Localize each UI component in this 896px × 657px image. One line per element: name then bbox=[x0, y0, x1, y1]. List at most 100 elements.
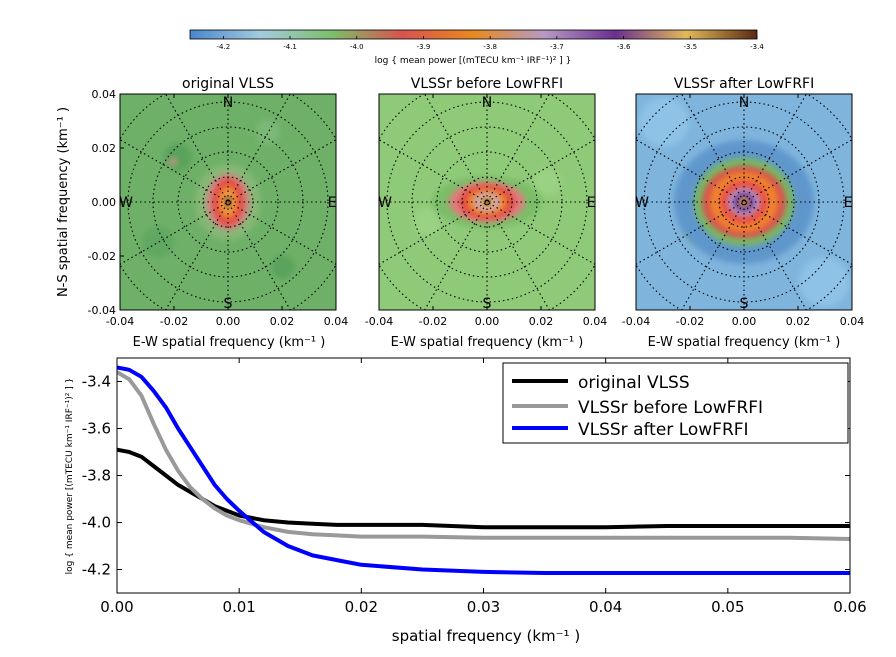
y-tick-label: 0.02 bbox=[92, 142, 117, 155]
heatmap-patch bbox=[799, 257, 849, 307]
compass-label-w: W bbox=[378, 195, 392, 211]
x-tick-label: 0.00 bbox=[216, 315, 241, 328]
heatmap-original-vlss: original VLSS N-S spatial frequency (km⁻… bbox=[56, 76, 348, 350]
x-tick-label: 0.00 bbox=[475, 315, 500, 328]
legend-label-original: original VLSS bbox=[578, 373, 690, 393]
y-tick-label: -0.02 bbox=[88, 250, 116, 263]
x-tick-label: -0.04 bbox=[106, 315, 134, 328]
heatmap-vlssr-before-lowfrfi: VLSSr before LowFRFI E-W spatial frequen… bbox=[365, 76, 608, 350]
x-tick-label: 0.03 bbox=[467, 598, 500, 616]
polar-grid-spoke bbox=[424, 94, 550, 310]
polar-grid-spoke bbox=[424, 94, 550, 310]
colorbar-tick-label: -3.7 bbox=[550, 43, 564, 51]
x-axis-label: spatial frequency (km⁻¹ ) bbox=[392, 627, 580, 645]
line-chart: log { mean power [(mTECU km⁻¹ IRF⁻¹)² ] … bbox=[65, 357, 867, 645]
compass-label-n: N bbox=[223, 95, 233, 111]
panel-title: original VLSS bbox=[182, 76, 274, 92]
heatmap-patch bbox=[142, 226, 174, 258]
heatmap-patch bbox=[168, 157, 178, 167]
polar-grid-spoke bbox=[120, 139, 336, 265]
x-tick-label: 0.01 bbox=[222, 598, 255, 616]
colorbar-ticks: -4.2 -4.1 -4.0 -3.9 -3.8 -3.7 -3.6 -3.5 -3.4 bbox=[217, 36, 764, 51]
x-axis-label: E-W spatial frequency (km⁻¹ ) bbox=[648, 335, 841, 350]
colorbar-tick-label: -4.0 bbox=[350, 43, 364, 51]
polar-grid-circle bbox=[127, 101, 329, 303]
x-tick-label: -0.04 bbox=[622, 315, 650, 328]
x-tick-label: 0.04 bbox=[840, 315, 865, 328]
y-axis-label: log { mean power [(mTECU km⁻¹ IRF⁻¹)² ] … bbox=[65, 378, 75, 575]
heatmap-patch bbox=[533, 168, 561, 196]
x-tick-label: -0.02 bbox=[419, 315, 447, 328]
y-tick-label: 0.04 bbox=[92, 88, 117, 101]
polar-grid-spoke bbox=[379, 139, 595, 265]
colorbar-bar bbox=[189, 29, 758, 40]
polar-grid-spoke bbox=[636, 139, 852, 265]
heatmap-image: N E S W bbox=[378, 94, 596, 312]
compass-label-s: S bbox=[483, 296, 492, 312]
colorbar-tick-label: -3.6 bbox=[617, 43, 631, 51]
heatmap-patch bbox=[639, 97, 689, 147]
polar-grid-circle bbox=[177, 151, 279, 253]
polar-grid-circle bbox=[386, 101, 588, 303]
compass-label-s: S bbox=[224, 296, 233, 312]
compass-label-n: N bbox=[739, 95, 749, 111]
polar-grid-spoke bbox=[636, 139, 852, 265]
polar-grid-spoke bbox=[379, 139, 595, 265]
y-tick-label: -3.8 bbox=[82, 467, 111, 485]
panel-title: VLSSr after LowFRFI bbox=[674, 76, 814, 92]
colorbar-tick-label: -4.2 bbox=[217, 43, 231, 51]
y-tick-label: -3.6 bbox=[82, 420, 111, 438]
x-tick-label: 0.04 bbox=[583, 315, 608, 328]
x-tick-label: 0.00 bbox=[100, 598, 133, 616]
x-tick-label: 0.02 bbox=[529, 315, 554, 328]
colorbar-tick-label: -4.1 bbox=[283, 43, 297, 51]
x-tick-label: -0.02 bbox=[160, 315, 188, 328]
x-tick-label: -0.02 bbox=[676, 315, 704, 328]
compass-label-e: E bbox=[328, 195, 337, 211]
plot-area bbox=[117, 365, 850, 575]
colorbar-tick-label: -3.9 bbox=[417, 43, 431, 51]
polar-grid-spoke bbox=[165, 94, 291, 310]
panel-title: VLSSr before LowFRFI bbox=[411, 76, 563, 92]
compass-label-e: E bbox=[587, 195, 596, 211]
x-axis-label: E-W spatial frequency (km⁻¹ ) bbox=[133, 335, 326, 350]
colorbar-tick-label: -3.8 bbox=[483, 43, 497, 51]
y-axis-label: N-S spatial frequency (km⁻¹ ) bbox=[56, 107, 71, 297]
compass-label-s: S bbox=[740, 296, 749, 312]
x-tick-label: 0.00 bbox=[732, 315, 757, 328]
series-line bbox=[117, 370, 850, 541]
y-tick-label: -4.2 bbox=[82, 561, 111, 579]
polar-grid-spoke bbox=[120, 139, 336, 265]
polar-grid-spoke bbox=[681, 94, 807, 310]
compass-label-w: W bbox=[635, 195, 649, 211]
y-tick-label: 0.00 bbox=[92, 196, 117, 209]
compass-label-n: N bbox=[482, 95, 492, 111]
legend: original VLSS VLSSr before LowFRFI VLSSr… bbox=[502, 362, 849, 444]
x-tick-label: 0.06 bbox=[833, 598, 866, 616]
polar-grid bbox=[636, 94, 852, 310]
x-tick-label: 0.05 bbox=[711, 598, 744, 616]
x-tick-label: 0.04 bbox=[589, 598, 622, 616]
series-line bbox=[117, 447, 850, 530]
y-tick-label: -3.4 bbox=[82, 373, 111, 391]
y-tick-label: -4.0 bbox=[82, 514, 111, 532]
x-tick-label: 0.02 bbox=[345, 598, 378, 616]
x-tick-label: 0.02 bbox=[786, 315, 811, 328]
colorbar-label: log { mean power [(mTECU km⁻¹ IRF⁻¹)² ] … bbox=[375, 56, 572, 66]
x-tick-label: 0.02 bbox=[270, 315, 295, 328]
colorbar: -4.2 -4.1 -4.0 -3.9 -3.8 -3.7 -3.6 -3.5 -3.4 log… bbox=[189, 29, 764, 66]
legend-label-after: VLSSr after LowFRFI bbox=[578, 420, 749, 440]
polar-grid-spoke bbox=[681, 94, 807, 310]
polar-grid-spoke bbox=[165, 94, 291, 310]
heatmap-patch bbox=[271, 255, 295, 279]
polar-grid-circle bbox=[436, 151, 538, 253]
heatmap-image: N E S W bbox=[120, 94, 337, 312]
polar-grid-circle bbox=[693, 151, 795, 253]
legend-label-before: VLSSr before LowFRFI bbox=[578, 398, 763, 418]
heatmap-image: N E S W bbox=[635, 94, 852, 312]
series-line bbox=[117, 365, 850, 575]
x-axis-label: E-W spatial frequency (km⁻¹ ) bbox=[391, 335, 584, 350]
colorbar-tick-label: -3.5 bbox=[683, 43, 697, 51]
polar-grid-circle bbox=[643, 101, 845, 303]
